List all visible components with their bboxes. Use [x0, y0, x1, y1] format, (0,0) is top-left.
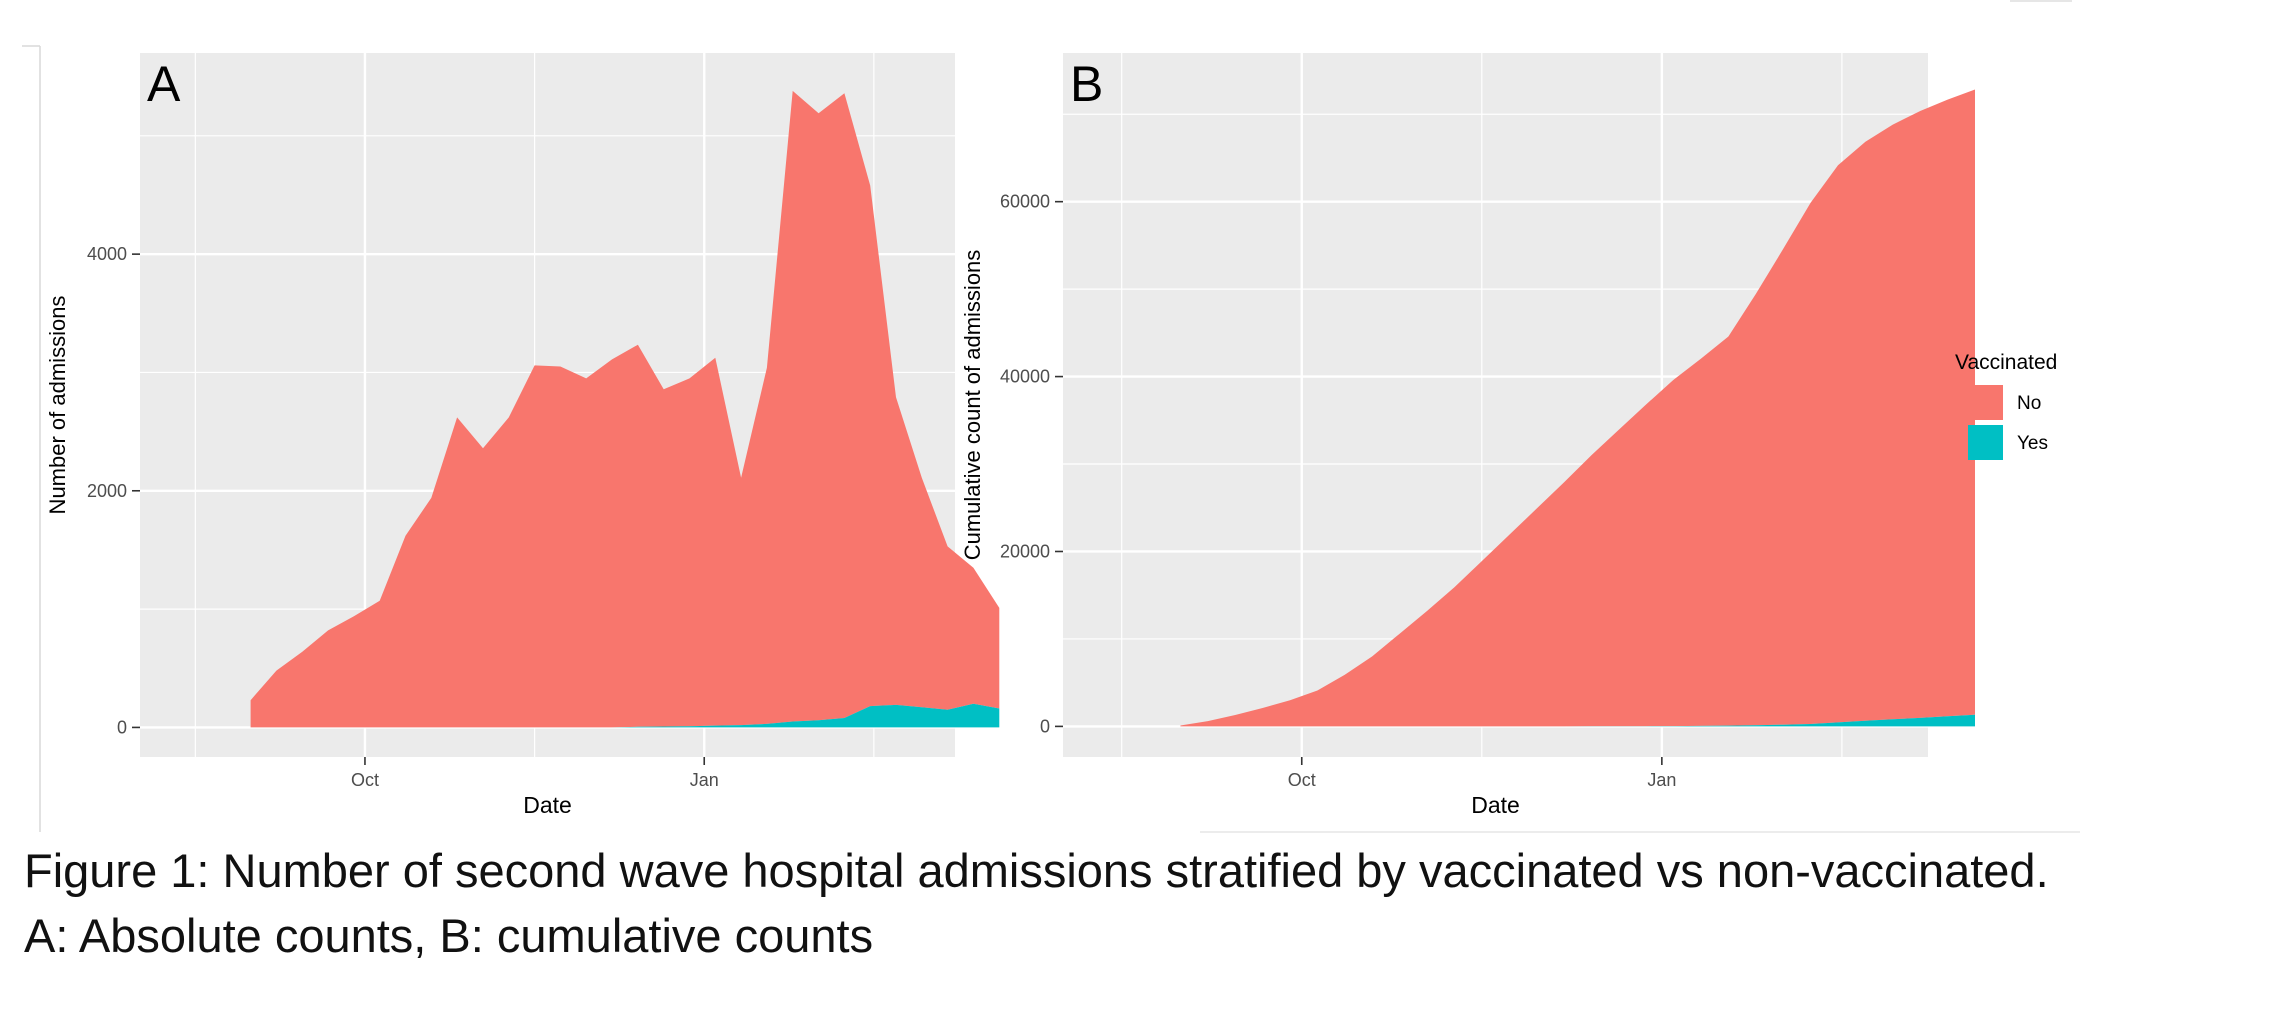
legend-swatch-yes: [1968, 425, 2003, 460]
figure-caption-line-2: A: Absolute counts, B: cumulative counts: [24, 909, 874, 962]
x-axis-title: Date: [1471, 792, 1520, 818]
x-tick-label: Jan: [690, 770, 719, 790]
y-tick-label: 4000: [87, 244, 127, 264]
chart-panel-a: A 0 2000 4000 Oct Jan Date Number of admissions: [45, 53, 1000, 818]
x-tick-label: Oct: [1288, 770, 1316, 790]
panel-label: A: [147, 56, 181, 112]
x-tick-label: Jan: [1647, 770, 1676, 790]
area-series-yes: [1180, 714, 1975, 727]
panel-label: B: [1070, 56, 1103, 112]
y-axis-title: Number of admissions: [45, 296, 70, 515]
y-tick-label: 0: [117, 717, 127, 737]
legend-title: Vaccinated: [1955, 351, 2057, 374]
area-series-yes: [250, 703, 1000, 728]
y-tick-label: 60000: [1000, 192, 1050, 212]
legend-swatch-no: [1968, 385, 2003, 420]
chart-panel-b: B 0 20000 40000 60000 Oct Jan Date Cumulative co…: [960, 53, 1975, 818]
y-tick-label: 20000: [1000, 541, 1050, 561]
legend: Vaccinated No Yes: [1955, 351, 2057, 460]
x-axis-title: Date: [523, 792, 572, 818]
y-tick-label: 0: [1040, 716, 1050, 736]
y-tick-label: 2000: [87, 481, 127, 501]
figure-caption-line-1: Figure 1: Number of second wave hospital…: [24, 844, 2049, 897]
y-tick-label: 40000: [1000, 367, 1050, 387]
area-series-no: [1180, 89, 1975, 727]
y-axis-title: Cumulative count of admissions: [960, 250, 985, 561]
legend-label-yes: Yes: [2017, 433, 2048, 454]
legend-label-no: No: [2017, 393, 2041, 414]
x-tick-label: Oct: [351, 770, 379, 790]
area-series-no: [250, 90, 1000, 728]
